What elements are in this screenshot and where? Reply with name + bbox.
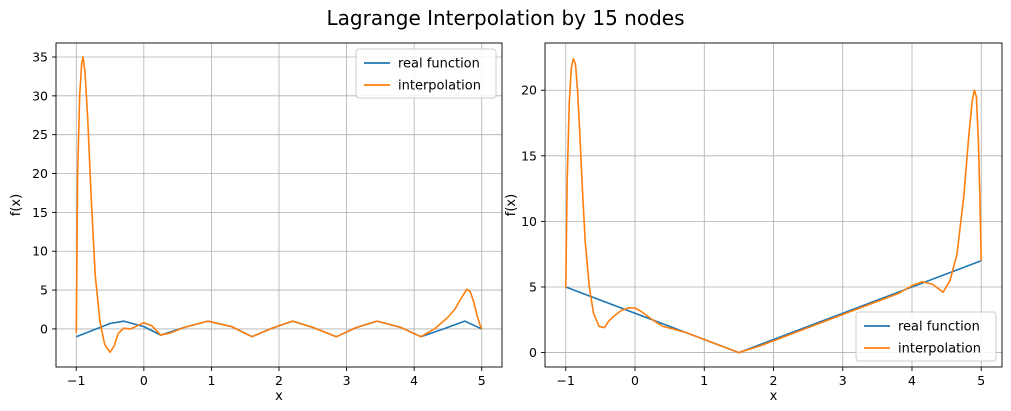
y-tick-label: 5 [529, 279, 537, 294]
x-axis-label: x [770, 389, 778, 404]
x-tick-label: 1 [207, 373, 215, 388]
x-tick-label: 0 [631, 373, 639, 388]
y-tick-label: 10 [521, 214, 537, 229]
x-axis-label: x [275, 389, 283, 404]
x-tick-label: 4 [410, 373, 418, 388]
y-tick-label: 15 [521, 148, 537, 163]
legend-box [855, 311, 997, 362]
y-axis-label: f(x) [9, 194, 24, 216]
legend: real function interpolation [355, 48, 497, 99]
y-tick-label: 25 [32, 127, 48, 142]
y-axis-label: f(x) [504, 194, 519, 216]
subplot-1: −1 0 1 2 3 4 5 0 5 10 15 20 25 30 35 x f(x) real function… [9, 42, 503, 404]
legend-label: interpolation [398, 79, 481, 94]
legend-label: interpolation [898, 342, 981, 357]
subplot-2: −1 0 1 2 3 4 5 0 5 10 15 20 x f(x) real function interp… [504, 42, 1003, 404]
y-tick-label: 10 [32, 244, 48, 259]
figure-title: Lagrange Interpolation by 15 nodes [326, 6, 685, 30]
x-tick-label: −1 [557, 373, 575, 388]
y-tick-label: 20 [521, 83, 537, 98]
y-tick-label: 0 [40, 321, 48, 336]
legend-box [355, 48, 497, 99]
x-tick-label: 3 [839, 373, 847, 388]
series-line-interpolation [564, 57, 983, 354]
series-line-interpolation [75, 56, 483, 354]
y-tick-label: 15 [32, 205, 48, 220]
legend-label: real function [898, 320, 980, 335]
x-tick-label: 5 [478, 373, 486, 388]
x-tick-label: 1 [700, 373, 708, 388]
x-tick-label: 2 [770, 373, 778, 388]
y-tick-label: 20 [32, 166, 48, 181]
x-tick-label: 4 [908, 373, 916, 388]
y-tick-label: 0 [529, 345, 537, 360]
x-tick-label: 2 [275, 373, 283, 388]
y-tick-label: 5 [40, 283, 48, 298]
legend: real function interpolation [855, 311, 997, 362]
x-tick-label: −1 [67, 373, 85, 388]
y-tick-label: 35 [32, 49, 48, 64]
legend-label: real function [398, 57, 480, 72]
x-tick-label: 0 [140, 373, 148, 388]
x-tick-label: 3 [343, 373, 351, 388]
y-tick-label: 30 [32, 88, 48, 103]
x-tick-label: 5 [977, 373, 985, 388]
